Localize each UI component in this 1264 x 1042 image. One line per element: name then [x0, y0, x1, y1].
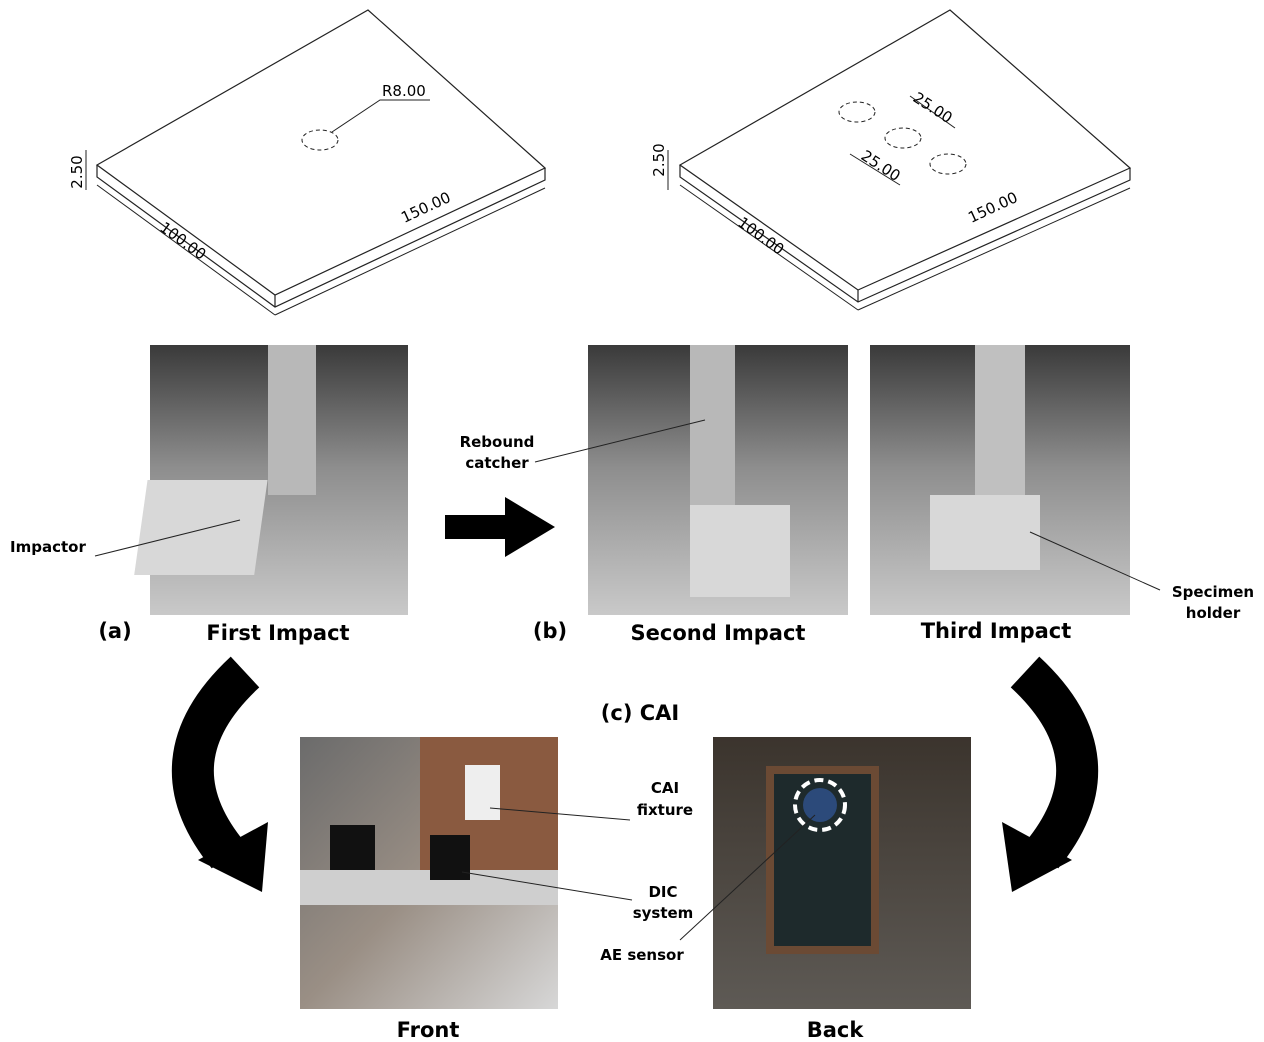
spacing-label: 25.00: [858, 147, 904, 185]
callout-label: AE sensor: [600, 946, 684, 964]
panel-tag: (a): [98, 619, 131, 643]
callout-label: Rebound: [460, 433, 535, 451]
callout-label: system: [633, 904, 694, 922]
spacing-label: 25.00: [910, 89, 956, 127]
photo-front: [300, 737, 558, 1009]
figure: R8.00 2.50 100.00 150.00 25.00 25.00 2.5…: [0, 0, 1264, 1042]
plate-drawing-2: [668, 10, 1130, 310]
callout-label: holder: [1186, 604, 1241, 622]
section-title: (c) CAI: [601, 701, 679, 725]
photo-first-impact: [134, 345, 408, 615]
plate-drawing-1: [86, 10, 545, 315]
panel-tag: (b): [533, 619, 567, 643]
panel-caption: Third Impact: [921, 619, 1072, 643]
callout-label: catcher: [465, 454, 529, 472]
radius-label: R8.00: [382, 82, 426, 100]
curved-arrow: [1002, 672, 1077, 892]
photo-second-impact: [588, 345, 848, 615]
callout-label: Specimen: [1172, 583, 1254, 601]
panel-caption: First Impact: [206, 621, 349, 645]
photo-caption: Back: [807, 1018, 865, 1042]
photo-caption: Front: [397, 1018, 460, 1042]
panel-caption: Second Impact: [631, 621, 806, 645]
photo-third-impact: [870, 345, 1130, 615]
thickness-label: 2.50: [68, 155, 86, 188]
callout-label: Impactor: [10, 538, 86, 556]
thickness-label: 2.50: [650, 143, 668, 176]
callout-label: CAI: [651, 779, 679, 797]
width-label: 100.00: [734, 213, 787, 258]
arrow: [445, 497, 555, 557]
callout-label: DIC: [648, 883, 677, 901]
length-label: 150.00: [398, 188, 453, 227]
curved-arrow: [193, 672, 268, 892]
callout-label: fixture: [637, 801, 693, 819]
